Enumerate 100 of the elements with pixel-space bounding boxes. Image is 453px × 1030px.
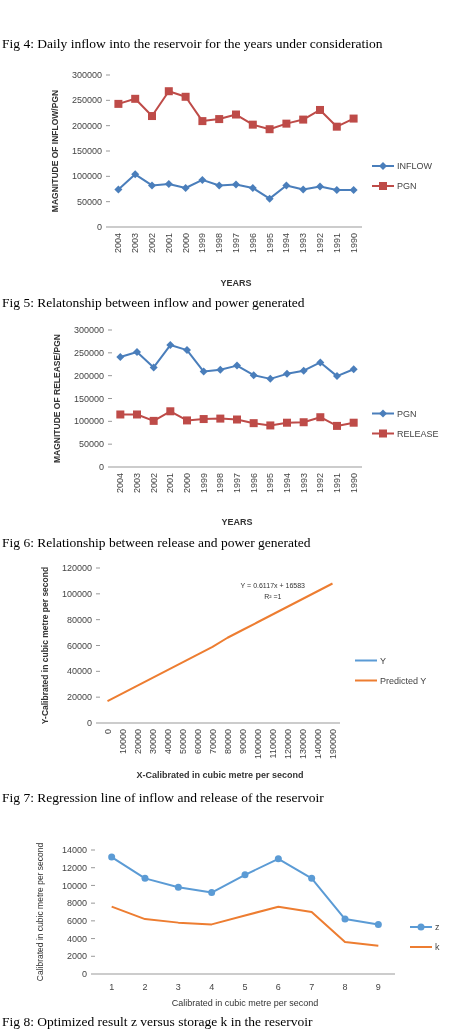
legend-label: RELEASE bbox=[397, 428, 439, 439]
y-tick-label: 8000 bbox=[66, 898, 87, 909]
x-tick-label: 80000 bbox=[222, 729, 233, 755]
x-tick-label: 60000 bbox=[192, 729, 203, 755]
point bbox=[183, 416, 191, 425]
point bbox=[164, 179, 173, 188]
point bbox=[265, 194, 274, 203]
point bbox=[282, 119, 291, 128]
x-tick-label: 1995 bbox=[265, 473, 276, 494]
point bbox=[283, 369, 291, 378]
y-tick-label: 10000 bbox=[61, 880, 87, 891]
caption: Fig 4: Daily inflow into the reservoir for the years under consideration bbox=[2, 36, 383, 51]
point bbox=[216, 365, 225, 374]
y-tick-label: 6000 bbox=[66, 916, 87, 927]
x-tick-label: 2 bbox=[142, 982, 148, 992]
y-tick-label: 300000 bbox=[73, 325, 104, 336]
point bbox=[114, 99, 123, 108]
point bbox=[232, 110, 240, 119]
x-tick-label: 90000 bbox=[237, 729, 248, 755]
point bbox=[133, 347, 141, 356]
y-tick-label: 100000 bbox=[73, 416, 104, 427]
point bbox=[283, 418, 291, 427]
point bbox=[266, 374, 275, 383]
point bbox=[164, 87, 173, 96]
y-tick-label: 14000 bbox=[61, 845, 87, 856]
x-tick-label: 1998 bbox=[215, 473, 226, 494]
x-axis-title: YEARS bbox=[220, 278, 252, 288]
legend-label: Predicted Y bbox=[380, 675, 427, 686]
point bbox=[265, 125, 274, 134]
point bbox=[166, 341, 175, 350]
y-axis-title: MAGNITUDE OF RELEASE/PGN bbox=[52, 334, 62, 463]
point bbox=[349, 365, 358, 374]
x-axis-title: YEARS bbox=[221, 517, 253, 527]
y-tick-label: 0 bbox=[86, 718, 92, 729]
point bbox=[233, 361, 241, 370]
point bbox=[299, 418, 308, 427]
x-tick-label: 2002 bbox=[147, 233, 157, 254]
point bbox=[133, 410, 141, 419]
y-tick-label: 100000 bbox=[71, 171, 102, 182]
y-axis-title: MAGNITUDE OF INFLOW/PGN bbox=[50, 89, 60, 213]
x-tick-label: 20000 bbox=[132, 729, 143, 755]
x-tick-label: 2000 bbox=[182, 473, 192, 494]
y-axis-title: Y-Calibrated in cubic metre per second bbox=[40, 566, 50, 725]
x-tick-label: 1995 bbox=[264, 233, 275, 254]
legend-label: PGN bbox=[397, 408, 417, 419]
x-tick-label: 1990 bbox=[348, 473, 359, 494]
point bbox=[341, 915, 349, 923]
y-tick-label: 250000 bbox=[73, 347, 104, 358]
x-tick-label: 2004 bbox=[115, 473, 126, 494]
point bbox=[199, 367, 208, 376]
point bbox=[183, 346, 191, 355]
point bbox=[299, 115, 308, 124]
point bbox=[108, 853, 116, 861]
point bbox=[181, 183, 190, 192]
point bbox=[316, 358, 325, 367]
point bbox=[316, 413, 325, 422]
x-tick-label: 1998 bbox=[214, 233, 225, 254]
y-tick-label: 50000 bbox=[76, 196, 102, 207]
point bbox=[332, 122, 341, 131]
point bbox=[166, 407, 175, 416]
point bbox=[208, 889, 216, 897]
x-tick-label: 3 bbox=[175, 982, 181, 992]
legend-label: Y bbox=[380, 655, 387, 666]
y-tick-label: 150000 bbox=[73, 393, 104, 404]
y-tick-label: 60000 bbox=[66, 640, 92, 651]
point bbox=[233, 415, 241, 424]
x-tick-label: 1991 bbox=[331, 233, 342, 254]
point bbox=[316, 105, 324, 114]
x-tick-label: 6 bbox=[275, 982, 281, 992]
point bbox=[274, 855, 282, 863]
point bbox=[116, 352, 125, 361]
point bbox=[232, 180, 240, 189]
point bbox=[248, 120, 257, 129]
point bbox=[181, 92, 190, 101]
point bbox=[333, 372, 341, 381]
point bbox=[141, 874, 149, 882]
caption: Fig 8: Optimized result z versus storage k in the reservoir bbox=[2, 1014, 313, 1029]
y-tick-label: 150000 bbox=[71, 146, 102, 157]
x-tick-label: 2003 bbox=[130, 233, 141, 254]
y-tick-label: 50000 bbox=[78, 439, 104, 450]
legend-label: z bbox=[435, 922, 440, 933]
x-tick-label: 1992 bbox=[315, 233, 325, 254]
x-tick-label: 9 bbox=[375, 982, 381, 992]
line-series bbox=[106, 582, 334, 703]
point bbox=[131, 170, 140, 179]
x-tick-label: 2004 bbox=[113, 233, 124, 254]
x-tick-label: 4 bbox=[209, 982, 215, 992]
caption: Fig 5: Relatonship between inflow and power generated bbox=[2, 295, 305, 310]
x-tick-label: 70000 bbox=[207, 729, 218, 755]
y-tick-label: 20000 bbox=[66, 692, 92, 703]
x-tick-label: 1993 bbox=[298, 233, 309, 254]
x-tick-label: 140000 bbox=[312, 729, 323, 760]
x-tick-label: 2000 bbox=[180, 233, 191, 254]
point bbox=[148, 112, 156, 121]
y-axis-title: Calibrated in cubic metre per second bbox=[35, 842, 45, 982]
x-tick-label: 5 bbox=[242, 982, 248, 992]
x-axis-title: X-Calibrated in cubic metre per second bbox=[136, 770, 304, 780]
x-tick-label: 1997 bbox=[231, 233, 241, 254]
point bbox=[216, 414, 225, 423]
y-tick-label: 300000 bbox=[71, 70, 102, 81]
